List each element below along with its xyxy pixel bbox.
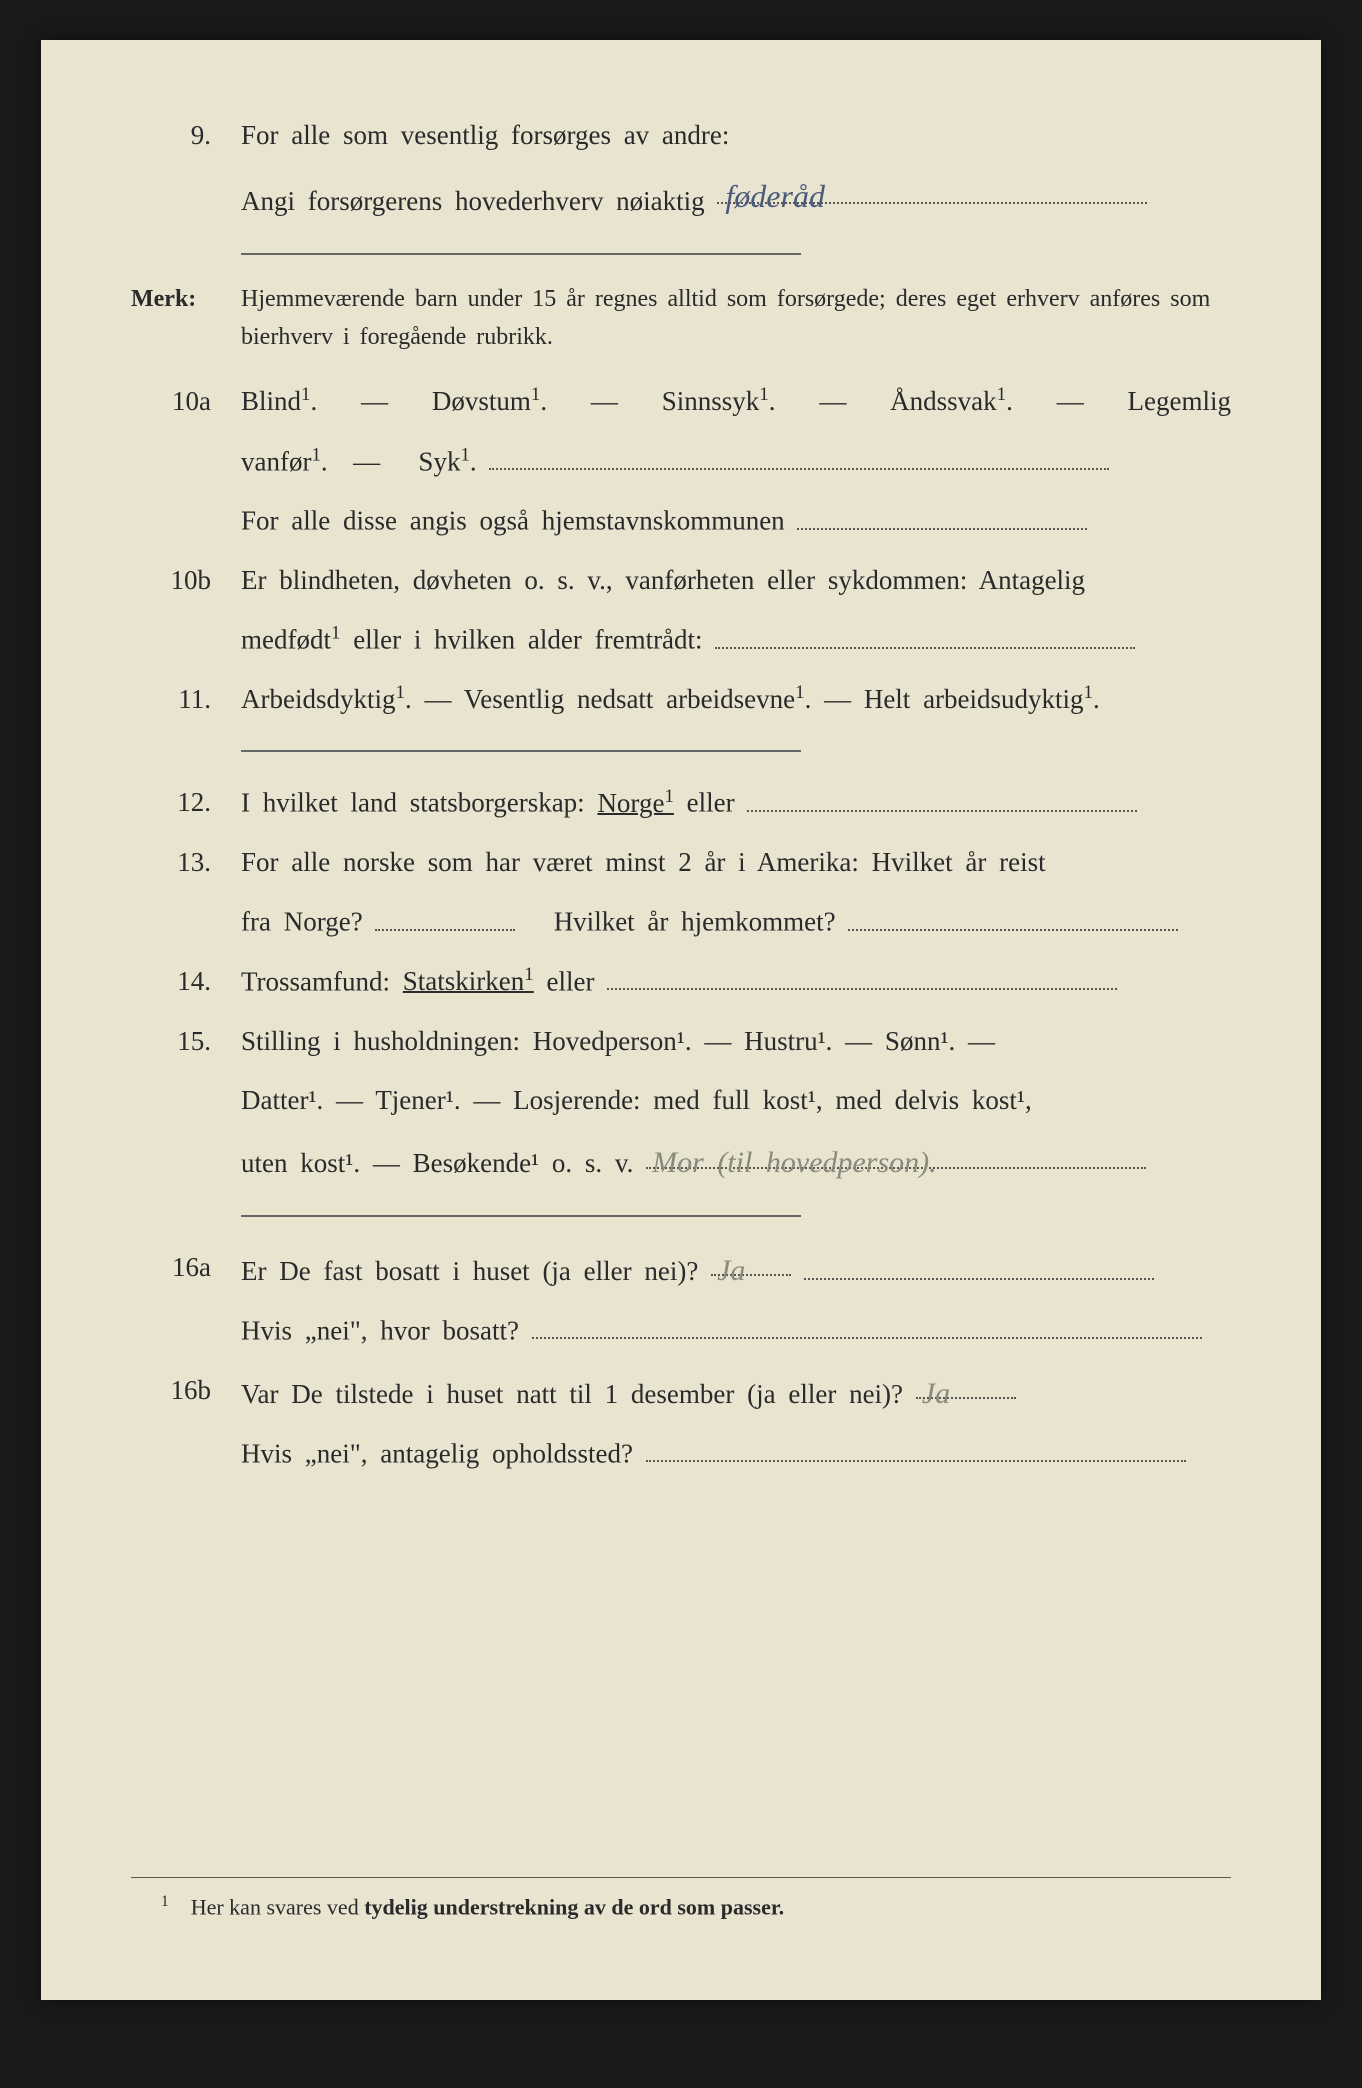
q16b-line2: Hvis „nei", antagelig opholdssted?	[131, 1428, 1231, 1480]
q10b-line2: medfødt1 eller i hvilken alder fremtrådt…	[131, 614, 1231, 666]
q16a-answer: Ja	[711, 1254, 751, 1287]
q13-line2: fra Norge? Hvilket år hjemkommet?	[131, 896, 1231, 948]
question-12: 12. I hvilket land statsborgerskap: Norg…	[131, 777, 1231, 829]
q13-line1: For alle norske som har været minst 2 år…	[241, 837, 1231, 888]
footnote-text: 1 Her kan svares ved tydelig understrekn…	[131, 1893, 1231, 1920]
q15-line1: Stilling i husholdningen: Hovedperson¹. …	[241, 1016, 1231, 1067]
q16a-line2: Hvis „nei", hvor bosatt?	[131, 1305, 1231, 1357]
q9-answer: føderåd	[717, 178, 833, 214]
q9-line2: Angi forsørgerens hovederhverv nøiaktig …	[131, 169, 1231, 227]
q16b-answer: Ja	[916, 1377, 956, 1410]
q13-number: 13.	[131, 837, 241, 888]
q16b-line1: Var De tilstede i huset natt til 1 desem…	[241, 1365, 1231, 1420]
q15-line2: Datter¹. — Tjener¹. — Losjerende: med fu…	[131, 1075, 1231, 1126]
question-10a: 10a Blind1. — Døvstum1. — Sinnssyk1. — Å…	[131, 376, 1231, 427]
document-page: 9. For alle som vesentlig forsørges av a…	[41, 40, 1321, 2000]
q14-number: 14.	[131, 956, 241, 1008]
footnote-block: 1 Her kan svares ved tydelig understrekn…	[131, 1847, 1231, 1920]
footnote-divider	[131, 1877, 1231, 1878]
q10b-number: 10b	[131, 555, 241, 606]
q11-text: Arbeidsdyktig1. — Vesentlig nedsatt arbe…	[241, 674, 1231, 725]
question-15: 15. Stilling i husholdningen: Hovedperso…	[131, 1016, 1231, 1067]
question-13: 13. For alle norske som har været minst …	[131, 837, 1231, 888]
q10a-options: Blind1. — Døvstum1. — Sinnssyk1. — Åndss…	[241, 376, 1231, 427]
question-10b: 10b Er blindheten, døvheten o. s. v., va…	[131, 555, 1231, 606]
question-11: 11. Arbeidsdyktig1. — Vesentlig nedsatt …	[131, 674, 1231, 725]
question-9: 9. For alle som vesentlig forsørges av a…	[131, 110, 1231, 161]
merk-text: Hjemmeværende barn under 15 år regnes al…	[241, 280, 1231, 357]
q14-text: Trossamfund: Statskirken1 eller	[241, 956, 1231, 1008]
divider-2	[241, 750, 801, 752]
q9-prefix: Angi forsørgerens hovederhverv nøiaktig	[241, 186, 705, 216]
q16a-number: 16a	[131, 1242, 241, 1297]
merk-note: Merk: Hjemmeværende barn under 15 år reg…	[131, 280, 1231, 357]
q12-number: 12.	[131, 777, 241, 829]
q10a-number: 10a	[131, 376, 241, 427]
question-16b: 16b Var De tilstede i huset natt til 1 d…	[131, 1365, 1231, 1420]
q9-line1: For alle som vesentlig forsørges av andr…	[241, 110, 1231, 161]
q10a-line2: vanfør1. — Syk1.	[131, 436, 1231, 488]
q12-text: I hvilket land statsborgerskap: Norge1 e…	[241, 777, 1231, 829]
q11-number: 11.	[131, 674, 241, 725]
q15-line3: uten kost¹. — Besøkende¹ o. s. v. Mor (t…	[131, 1134, 1231, 1189]
q9-number: 9.	[131, 110, 241, 161]
q10a-line3: For alle disse angis også hjemstavnskomm…	[131, 495, 1231, 547]
divider-3	[241, 1215, 801, 1217]
divider-1	[241, 253, 801, 255]
question-16a: 16a Er De fast bosatt i huset (ja eller …	[131, 1242, 1231, 1297]
q15-answer: Mor (til hovedperson).	[646, 1146, 942, 1179]
q16a-line1: Er De fast bosatt i huset (ja eller nei)…	[241, 1242, 1231, 1297]
q16b-number: 16b	[131, 1365, 241, 1420]
q15-number: 15.	[131, 1016, 241, 1067]
q10b-line1: Er blindheten, døvheten o. s. v., vanfør…	[241, 555, 1231, 606]
merk-label: Merk:	[131, 280, 241, 357]
question-14: 14. Trossamfund: Statskirken1 eller	[131, 956, 1231, 1008]
